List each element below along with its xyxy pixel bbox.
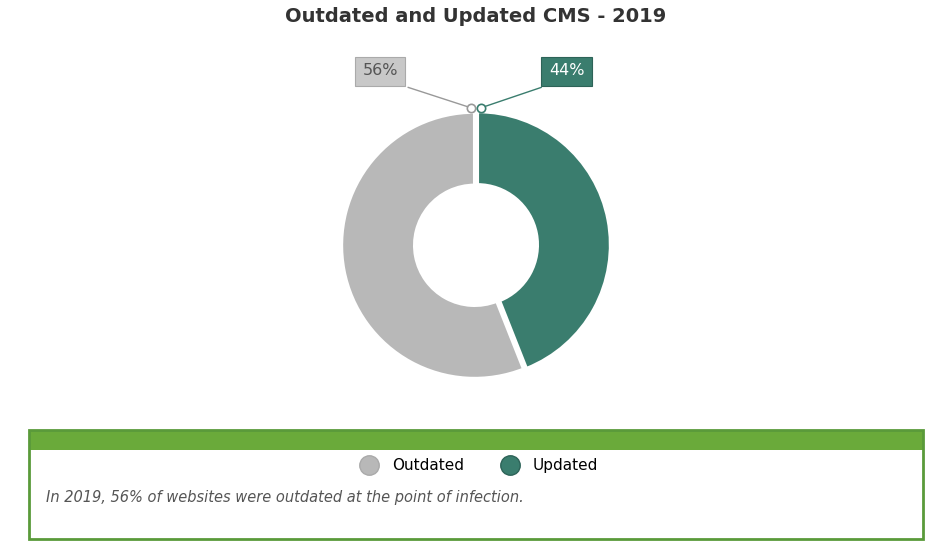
FancyBboxPatch shape [355,57,406,86]
Text: 44%: 44% [549,63,585,78]
FancyBboxPatch shape [542,57,592,86]
Text: In 2019, 56% of websites were outdated at the point of infection.: In 2019, 56% of websites were outdated a… [47,490,525,505]
Legend: Outdated, Updated: Outdated, Updated [347,452,605,479]
FancyBboxPatch shape [29,431,923,450]
Wedge shape [477,112,610,368]
Wedge shape [342,112,524,378]
Title: Outdated and Updated CMS - 2019: Outdated and Updated CMS - 2019 [286,7,666,26]
Text: 56%: 56% [363,63,398,78]
